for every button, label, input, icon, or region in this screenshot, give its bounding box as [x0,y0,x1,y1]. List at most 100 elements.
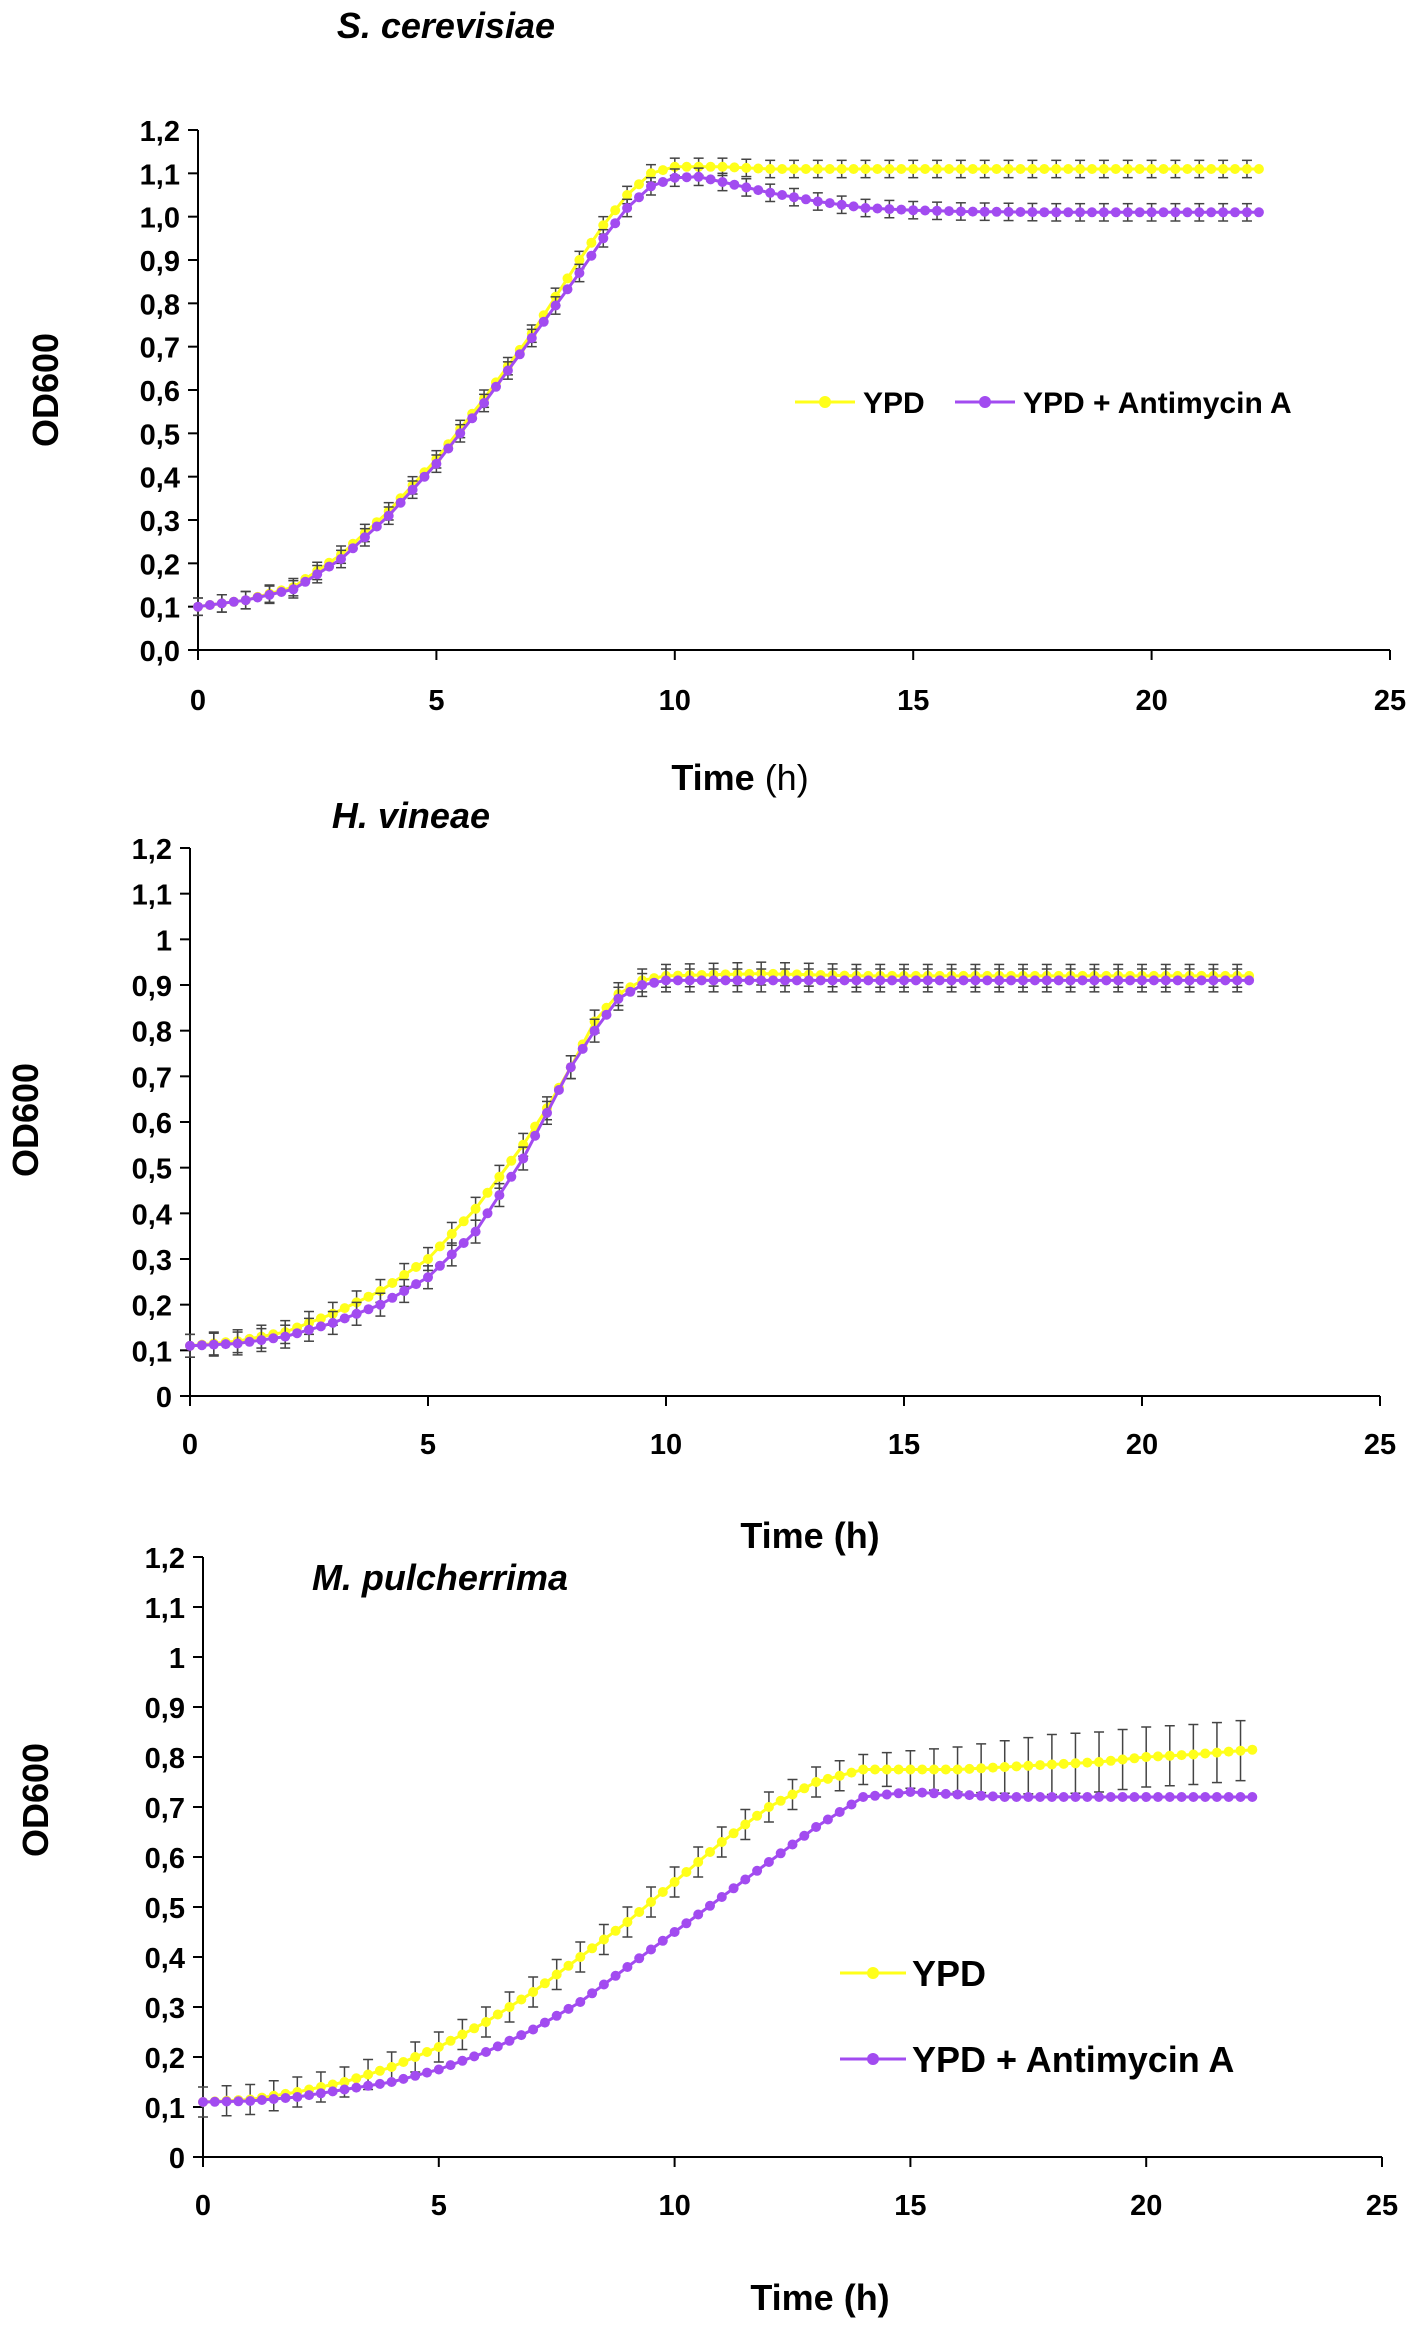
data-point [896,164,907,174]
x-axis-label-bold: Time (h) [740,1515,879,1556]
data-point [899,975,909,986]
data-point [1141,1752,1152,1762]
data-point [315,2088,326,2099]
data-point [1137,975,1147,986]
data-point [789,164,799,174]
x-tick-label: 5 [431,2190,447,2222]
data-point [292,2092,303,2102]
data-point [1082,1792,1093,1802]
data-point [1098,164,1109,174]
data-point [550,300,561,311]
data-point [740,1874,751,1885]
chart-m-pulcherrima: 0 0,1 0,2 0,3 0,4 0,5 0,6 0,7 0,8 0,9 1 1,1 1,2 0 5 10 1… [15,1543,1398,2318]
data-point [613,993,624,1004]
data-point [1039,207,1050,218]
data-point [1164,1750,1175,1761]
data-point [280,1331,291,1342]
data-point [551,1969,562,1980]
data-point [1247,1792,1258,1802]
data-point [1018,975,1028,986]
data-point [434,1241,445,1252]
data-point [681,1918,692,1929]
y-tick-label: 1,2 [145,1543,185,1575]
data-point [1122,207,1133,218]
data-point [908,164,919,174]
data-point [979,206,990,217]
data-point [1218,164,1229,174]
data-point [1184,975,1195,986]
data-point [1176,1792,1187,1802]
data-point [419,471,430,482]
data-point [848,201,859,212]
data-point [812,164,823,174]
data-point [589,1025,600,1036]
y-tick-label: 1 [169,1643,185,1675]
data-point [1160,975,1171,986]
data-point [339,1313,350,1324]
data-point [753,163,764,174]
data-point [1194,207,1205,218]
data-point [634,192,644,203]
data-point [1063,207,1074,218]
data-point [669,172,680,183]
data-point [1235,1792,1246,1802]
data-point [374,2065,385,2076]
legend-label: YPD + Antimycin A [1023,387,1292,420]
y-tick-label: 0,7 [145,1793,185,1825]
legend: YPD YPD + Antimycin A [840,1953,1234,2080]
data-point [363,2080,374,2091]
data-point [705,1847,715,1857]
data-point [625,986,636,997]
data-point [324,561,335,572]
series-line [189,972,1250,1348]
data-point [433,2064,444,2075]
data-point [811,1822,822,1832]
data-point [803,975,814,986]
data-point [824,164,835,174]
x-axis-label-unit: (h) [755,757,809,798]
data-point [563,2003,574,2014]
data-point [812,196,823,207]
data-point [1242,207,1252,218]
y-tick-label: 1,1 [140,159,180,191]
data-point [1129,1792,1140,1802]
data-point [1134,207,1145,218]
data-point [920,205,931,216]
data-point [491,381,501,392]
data-point [696,975,707,986]
data-point [1247,1744,1258,1755]
y-tick-label: 0,5 [132,1154,172,1186]
data-point [479,398,490,408]
data-point [457,2029,468,2040]
data-point [1230,207,1240,218]
data-point [1087,164,1097,174]
data-point [799,1830,810,1841]
data-point [1089,975,1100,986]
data-point [1220,975,1231,986]
data-point [982,975,993,986]
data-point [787,1839,798,1850]
data-point [1046,1759,1057,1770]
data-point [970,975,981,986]
data-point [753,185,764,196]
data-point [681,172,692,183]
data-point [482,1208,493,1219]
data-point [1065,975,1076,986]
data-point [848,164,859,174]
data-point [1046,1792,1057,1802]
data-point [256,2095,267,2105]
data-point [1164,1792,1175,1802]
data-point [765,187,776,198]
data-point [553,1085,564,1095]
data-point [551,2010,562,2021]
y-tick-label: 0,5 [145,1893,185,1925]
data-point [1041,975,1052,986]
data-point [518,1153,529,1164]
data-point [1015,164,1026,174]
x-tick-label: 10 [650,1429,682,1461]
data-point [728,1883,739,1894]
data-point [383,510,394,521]
data-point [304,2090,315,2101]
data-point [1110,207,1121,218]
